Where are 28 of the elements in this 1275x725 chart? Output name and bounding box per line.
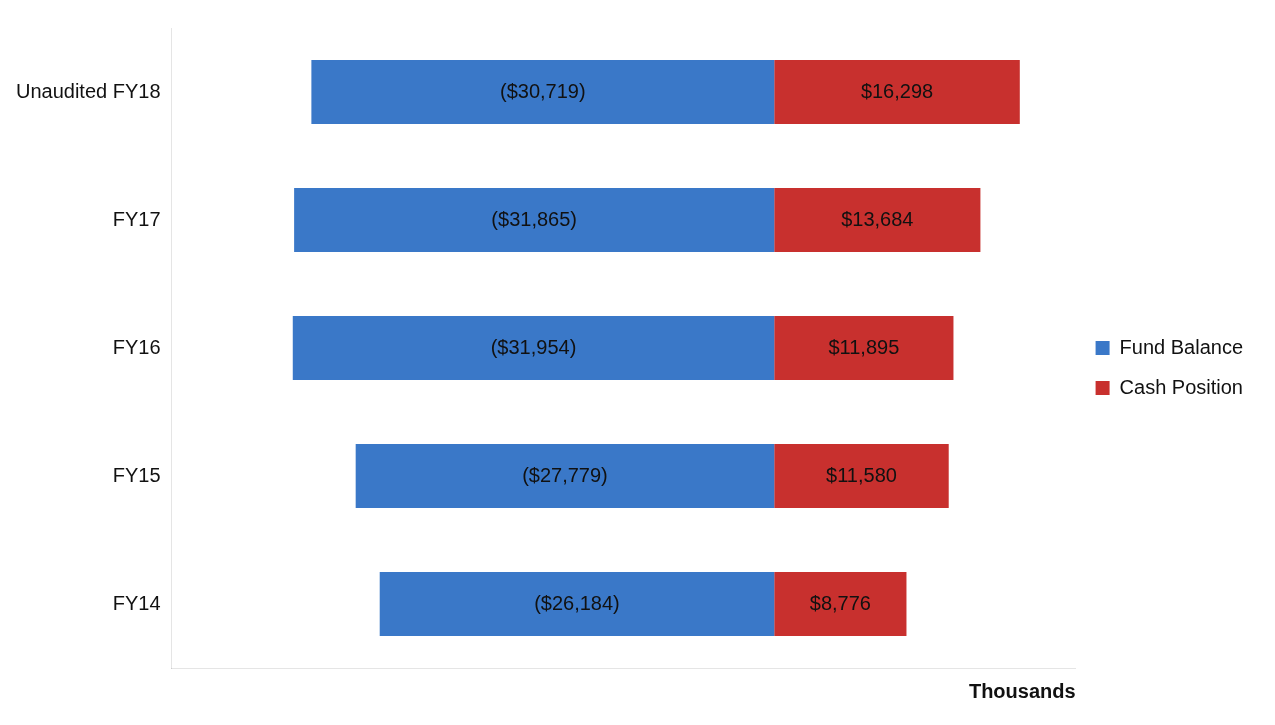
data-label: ($31,954) (490, 335, 577, 358)
y-tick-label: Unaudited FY18 (15, 79, 161, 102)
legend-label: Fund Balance (1119, 335, 1243, 358)
data-label: ($26,184) (534, 591, 620, 614)
x-axis-title: Thousands (968, 679, 1076, 702)
y-tick-label: FY16 (112, 335, 161, 358)
bar (774, 572, 907, 636)
y-tick-label: FY17 (112, 207, 161, 230)
data-label: ($31,865) (491, 207, 577, 230)
y-tick-label: FY14 (112, 591, 161, 614)
bar (774, 444, 949, 508)
data-label: $16,298 (860, 79, 934, 102)
bar (379, 572, 775, 636)
data-label: ($30,719) (500, 79, 586, 102)
data-label: $8,776 (809, 591, 871, 614)
y-tick-label: FY15 (112, 463, 161, 486)
data-label: $13,684 (841, 207, 914, 230)
bar (292, 316, 775, 380)
legend-label: Cash Position (1119, 375, 1243, 398)
bar (311, 60, 775, 124)
data-label: $11,580 (826, 463, 897, 486)
data-label: $11,895 (828, 335, 900, 358)
bar (774, 316, 954, 380)
bar (355, 444, 775, 508)
bar (774, 188, 981, 252)
data-label: ($27,779) (522, 463, 608, 486)
bar (294, 188, 775, 252)
bar (774, 60, 1020, 124)
